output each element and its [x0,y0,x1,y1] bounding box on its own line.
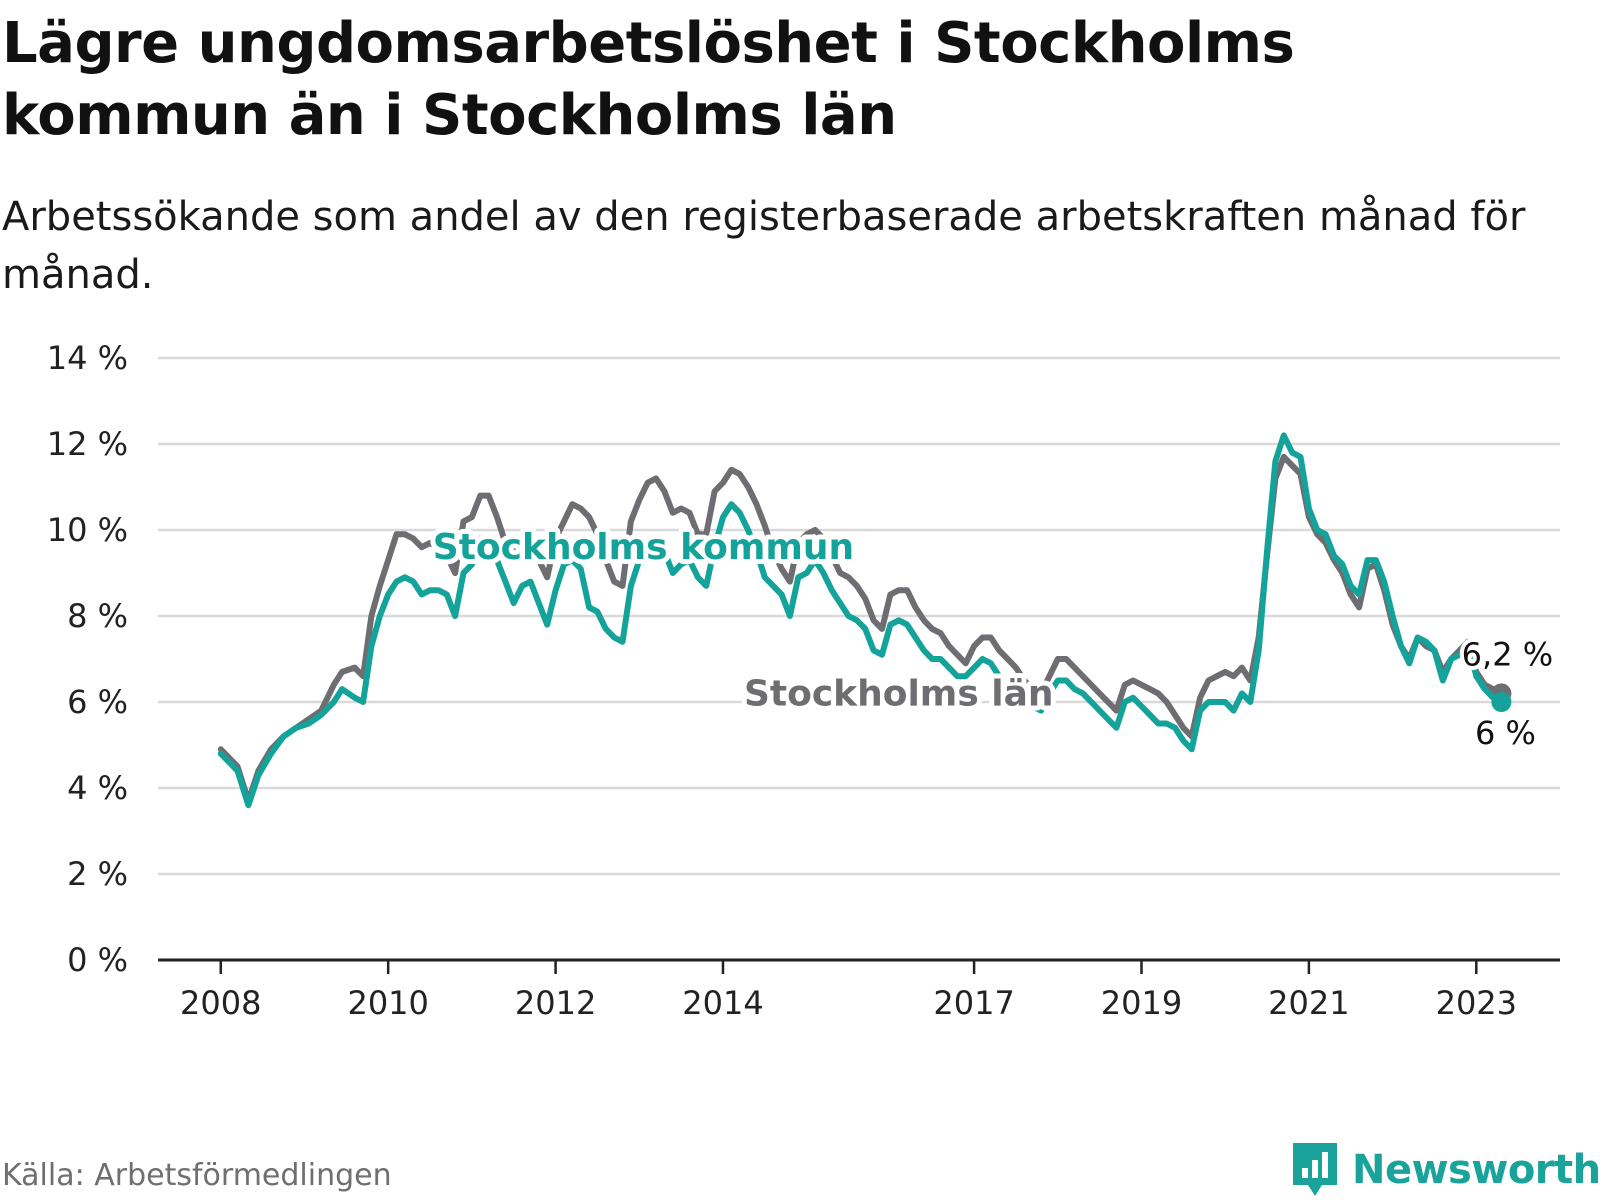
x-tick-label: 2012 [515,984,596,1022]
x-tick-label: 2008 [180,984,261,1022]
x-tick-label: 2014 [682,984,763,1022]
y-tick-label: 8 % [67,597,128,635]
x-tick-label: 2023 [1436,984,1517,1022]
x-axis: 2008 2010 2012 2014 2017 2019 2021 2023 [158,958,1560,1022]
source-note: Källa: Arbetsförmedlingen [2,1158,392,1193]
gridlines [158,356,1560,876]
y-tick-label: 4 % [67,769,128,807]
end-label-stockholms-kommun: 6 % [1475,714,1536,752]
x-tick-label: 2021 [1268,984,1349,1022]
brand-logo: Newsworthy [1290,1140,1600,1200]
end-point-stockholms-kommun [1491,692,1512,712]
x-tick-label: 2010 [347,984,428,1022]
y-tick-label: 6 % [67,683,128,721]
y-tick-label: 2 % [67,855,128,893]
series-lines [217,432,1512,809]
y-tick-label: 14 % [47,339,128,377]
line-chart: 0 % 2 % 4 % 6 % 8 % 10 % 12 % 14 % 2008 2010 2012… [47,339,1560,1022]
x-tick-label: 2017 [933,984,1014,1022]
series-label-stockholms-ln: Stockholms län [744,673,1054,714]
series-line-stockholms-kommun [217,432,1505,809]
y-tick-label: 12 % [47,425,128,463]
chart-subtitle: Arbetssökande som andel av den registerb… [2,194,1526,298]
series-labels: Stockholms län Stockholms kommun 6,2 % 6 % [428,522,1557,756]
brand-name: Newsworthy [1352,1147,1600,1193]
bar-chart-bubble-icon [1293,1143,1337,1196]
y-tick-label: 10 % [47,511,128,549]
series-line-stockholms-ln [217,453,1505,804]
series-label-stockholms-kommun: Stockholms kommun [433,527,854,568]
x-tick-label: 2019 [1101,984,1182,1022]
chart-title: Lägre ungdomsarbetslöshet i Stockholms k… [2,11,1295,148]
y-tick-label: 0 % [67,941,128,979]
end-label-stockholms-lan: 6,2 % [1462,635,1553,673]
y-axis-ticks: 0 % 2 % 4 % 6 % 8 % 10 % 12 % 14 % [47,339,128,979]
